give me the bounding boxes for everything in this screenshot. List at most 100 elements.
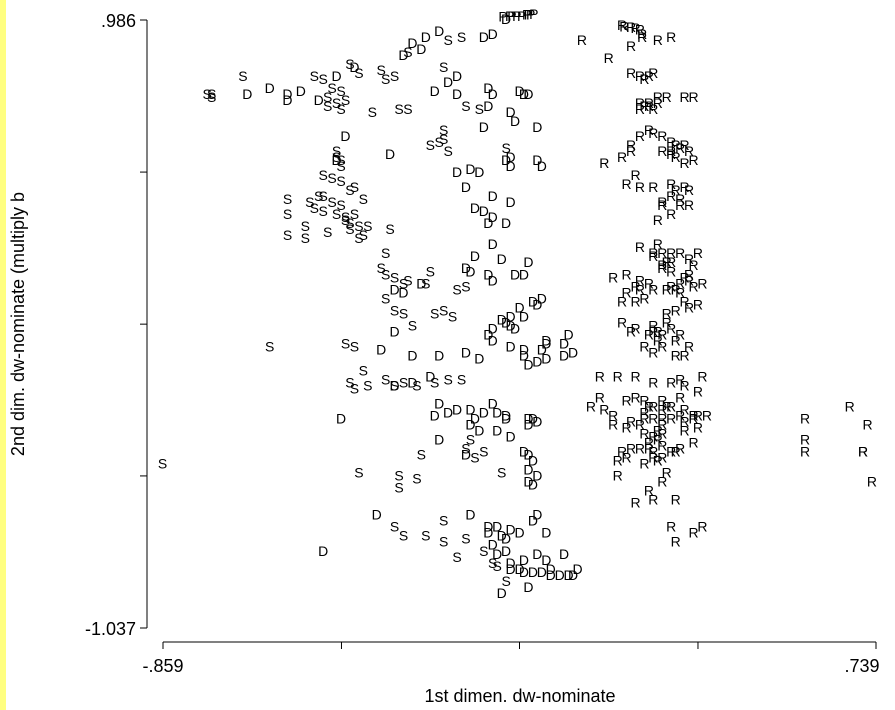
point-R-63: R (653, 236, 663, 252)
point-D-145: D (514, 561, 524, 577)
point-S-80: S (461, 278, 470, 294)
point-R-132: R (675, 389, 685, 405)
point-D-15: D (430, 83, 440, 99)
point-D-80: D (568, 344, 578, 360)
point-R-5: R (637, 26, 647, 42)
point-R-60: R (675, 197, 685, 213)
point-S-107: S (497, 465, 506, 481)
point-S-92: S (390, 377, 399, 393)
point-S-60: S (310, 200, 319, 216)
point-S-84: S (265, 338, 274, 354)
point-P-2: P (507, 8, 516, 24)
point-R-188: R (613, 468, 623, 484)
point-D-112: D (528, 411, 538, 427)
point-S-63: S (314, 188, 323, 204)
point-S-117: S (452, 549, 461, 565)
point-R-49: R (635, 179, 645, 195)
point-D-139: D (506, 555, 516, 571)
point-R-100: R (635, 272, 645, 288)
point-S-36: S (336, 158, 345, 174)
point-D-16: D (483, 98, 493, 114)
point-R-131: R (697, 368, 707, 384)
point-R-152: R (688, 408, 698, 424)
point-D-128: D (465, 507, 475, 523)
point-R-61: R (666, 206, 676, 222)
point-R-74: R (657, 257, 667, 273)
point-S-78: S (439, 302, 448, 318)
point-S-13: S (390, 68, 399, 84)
point-R-92: R (693, 296, 703, 312)
point-D-125: D (528, 477, 538, 493)
point-R-81: R (675, 275, 685, 291)
point-D-147: D (528, 564, 538, 580)
point-S-30: S (426, 137, 435, 153)
point-R-200: R (666, 519, 676, 535)
point-R-146: R (657, 438, 667, 454)
point-D-82: D (532, 353, 542, 369)
point-R-155: R (639, 392, 649, 408)
point-D-25: D (385, 146, 395, 162)
point-S-90: S (363, 377, 372, 393)
point-R-32: R (657, 128, 667, 144)
point-R-48: R (622, 176, 632, 192)
point-D-103: D (465, 417, 475, 433)
point-D-140: D (519, 552, 529, 568)
point-R-118: R (671, 332, 681, 348)
point-S-106: S (470, 450, 479, 466)
point-D-3: D (479, 29, 489, 45)
point-S-82: S (363, 218, 372, 234)
point-R-36: R (680, 137, 690, 153)
point-D-96: D (434, 395, 444, 411)
point-R-170: R (666, 444, 676, 460)
point-R-145: R (648, 411, 658, 427)
point-D-62: D (537, 290, 547, 306)
point-D-90: D (390, 323, 400, 339)
point-R-149: R (599, 402, 609, 418)
point-S-27: S (439, 122, 448, 138)
point-S-51: S (341, 212, 350, 228)
point-R-96: R (622, 284, 632, 300)
point-D-115: D (336, 411, 346, 427)
point-D-28: D (242, 86, 252, 102)
point-D-130: D (492, 519, 502, 535)
point-R-111: R (653, 332, 663, 348)
point-D-54: D (470, 248, 480, 264)
point-D-94: D (434, 347, 444, 363)
point-R-76: R (666, 263, 676, 279)
point-D-12: D (483, 80, 493, 96)
point-D-43: D (470, 200, 480, 216)
point-D-143: D (559, 546, 569, 562)
point-R-172: R (653, 432, 663, 448)
point-S-50: S (332, 206, 341, 222)
point-D-105: D (501, 411, 511, 427)
point-D-6: D (421, 29, 431, 45)
point-D-146: D (519, 564, 529, 580)
point-S-28: S (439, 131, 448, 147)
point-S-113: S (488, 555, 497, 571)
point-D-45: D (479, 203, 489, 219)
point-R-168: R (800, 432, 810, 448)
point-D-50: D (461, 260, 471, 276)
point-S-65: S (377, 260, 386, 276)
point-D-0: D (501, 11, 511, 27)
point-D-70: D (488, 332, 498, 348)
point-R-128: R (675, 371, 685, 387)
point-R-107: R (644, 326, 654, 342)
point-S-1: S (443, 32, 452, 48)
point-D-40: D (452, 164, 462, 180)
point-R-176: R (639, 456, 649, 472)
point-R-202: R (697, 519, 707, 535)
point-D-118: D (461, 447, 471, 463)
point-S-40: S (345, 182, 354, 198)
point-S-20: S (336, 101, 345, 117)
point-R-135: R (639, 405, 649, 421)
point-S-74: S (399, 305, 408, 321)
point-R-198: R (671, 492, 681, 508)
point-P-6: P (524, 7, 533, 23)
point-R-44: R (684, 143, 694, 159)
point-S-19: S (332, 95, 341, 111)
point-S-9: S (207, 86, 216, 102)
point-R-154: R (630, 389, 640, 405)
point-D-49: D (488, 236, 498, 252)
point-R-23: R (635, 101, 645, 117)
